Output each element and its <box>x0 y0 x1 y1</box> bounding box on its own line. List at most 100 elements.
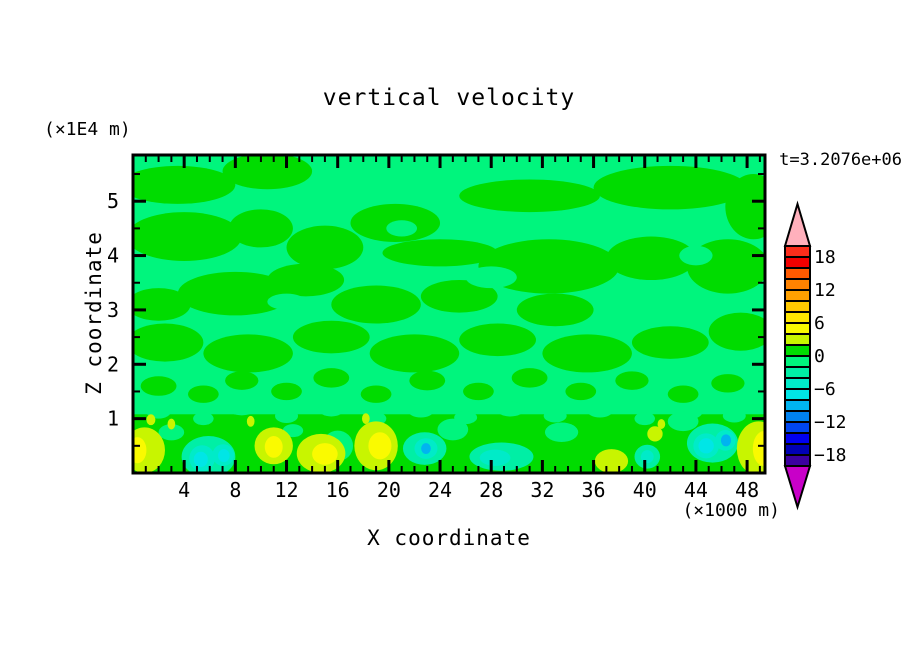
plot-title: vertical velocity <box>322 85 576 111</box>
contour-region <box>679 245 713 266</box>
contour-region <box>667 385 699 403</box>
colorbar-segment <box>784 443 811 456</box>
colorbar: 18 12 6 0 −6 −12 −18 <box>783 200 847 511</box>
contour-region <box>167 418 176 430</box>
z-tick-label: 5 <box>107 189 119 213</box>
contour-region <box>225 371 259 390</box>
x-axis-unit-label: (×1000 m) <box>682 500 780 521</box>
colorbar-tick-label: −12 <box>814 412 847 433</box>
colorbar-segment <box>784 311 811 324</box>
colorbar-tick-label: 0 <box>814 346 825 367</box>
x-tick-label: 28 <box>479 478 503 502</box>
contour-region <box>227 400 256 416</box>
colorbar-segment <box>784 289 811 302</box>
contour-region <box>634 412 655 426</box>
contour-region <box>318 401 345 417</box>
x-tick-label: 40 <box>633 478 657 502</box>
colorbar-segment <box>784 333 811 346</box>
contour-region <box>437 418 469 441</box>
contour-region <box>158 424 185 441</box>
colorbar-segment <box>784 377 811 390</box>
contour-region <box>725 174 765 240</box>
x-tick-label: 32 <box>530 478 554 502</box>
contour-region <box>312 443 338 465</box>
x-tick-label: 4 <box>178 478 190 502</box>
colorbar-tick-label: −18 <box>814 445 847 466</box>
colorbar-segment <box>784 388 811 401</box>
z-axis-label: Z coordinate <box>82 231 106 395</box>
contour-region <box>286 225 364 270</box>
contour-region <box>133 212 242 261</box>
contour-region <box>188 385 219 403</box>
contour-region <box>409 370 446 391</box>
contour-region <box>421 443 431 454</box>
z-tick-label: 3 <box>107 298 119 322</box>
contour-region <box>360 385 392 403</box>
contour-region <box>606 236 696 281</box>
colorbar-over-arrow <box>783 200 812 247</box>
time-annotation: t=3.2076e+06 <box>779 150 902 170</box>
colorbar-segment <box>784 322 811 335</box>
contour-region <box>459 179 600 213</box>
contour-region <box>459 323 536 357</box>
plot-border <box>131 153 767 475</box>
contour-region <box>516 293 594 327</box>
colorbar-segment <box>784 256 811 269</box>
contour-region <box>722 409 746 423</box>
colorbar-tick-label: 18 <box>814 247 836 268</box>
contour-region <box>382 239 498 267</box>
colorbar-segment <box>784 454 811 467</box>
contour-region <box>146 414 156 426</box>
contour-region <box>647 426 663 442</box>
colorbar-segment <box>784 399 811 412</box>
contour-region <box>544 422 579 443</box>
colorbar-segment <box>784 432 811 445</box>
contour-region <box>292 320 370 354</box>
contour-region <box>542 334 632 373</box>
colorbar-under-arrow <box>783 465 812 511</box>
contour-region <box>246 415 255 427</box>
contour-region <box>313 368 350 388</box>
contour-region <box>667 411 699 432</box>
contour-region <box>218 449 230 463</box>
contour-region <box>698 438 714 454</box>
contour-region <box>711 374 745 393</box>
contour-region <box>271 382 302 401</box>
contour-region <box>267 293 306 310</box>
contour-region <box>640 450 654 464</box>
z-tick-label: 2 <box>107 352 119 376</box>
contour-region <box>386 220 418 237</box>
x-tick-label: 12 <box>274 478 298 502</box>
colorbar-segment <box>784 366 811 379</box>
contour-region <box>133 165 236 204</box>
z-axis-unit-label: (×1E4 m) <box>44 119 131 140</box>
x-tick-label: 48 <box>735 478 759 502</box>
colorbar-tick-label: −6 <box>814 379 836 400</box>
contour-region <box>331 285 421 324</box>
x-tick-label: 24 <box>428 478 452 502</box>
x-tick-label: 20 <box>377 478 401 502</box>
contour-region <box>267 263 345 297</box>
colorbar-segment <box>784 344 811 357</box>
contour-region <box>177 271 293 316</box>
x-tick-label: 8 <box>229 478 241 502</box>
contour-region <box>193 451 208 468</box>
x-tick-label: 44 <box>684 478 708 502</box>
contour-region <box>720 434 732 447</box>
colorbar-tick-label: 6 <box>814 313 825 334</box>
colorbar-segment <box>784 267 811 280</box>
contour-region <box>368 432 392 460</box>
contour-region <box>264 436 283 458</box>
contour-region <box>615 371 649 390</box>
contour-field <box>133 155 765 473</box>
contour-region <box>465 266 517 289</box>
colorbar-segment <box>784 421 811 434</box>
contour-region <box>193 412 214 426</box>
contour-region <box>657 419 666 429</box>
contour-region <box>593 165 748 210</box>
contour-region <box>752 431 765 466</box>
contour-region <box>587 403 613 418</box>
contour-region <box>133 288 191 321</box>
